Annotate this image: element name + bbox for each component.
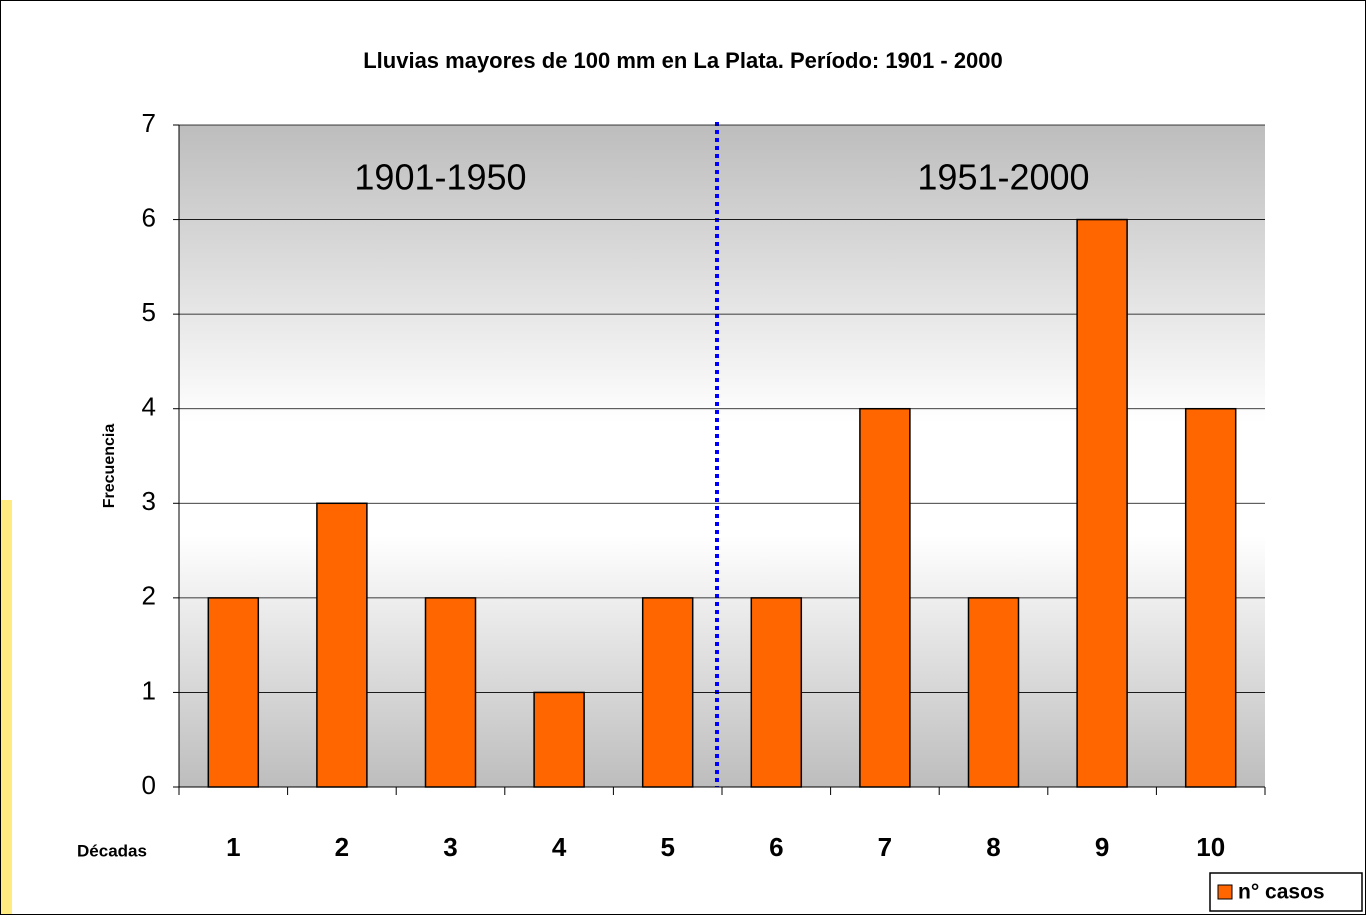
side-strip [1, 500, 12, 914]
bar [316, 502, 368, 788]
x-tick-label: 8 [986, 832, 1000, 862]
legend-box [1209, 872, 1363, 912]
y-tick-label: 1 [142, 675, 156, 705]
x-tick-label: 3 [443, 832, 457, 862]
x-axis-label: Décadas [77, 841, 147, 860]
bar [1076, 218, 1128, 788]
period-label: 1901-1950 [354, 157, 526, 198]
x-tick-label: 1 [226, 832, 240, 862]
period-label: 1951-2000 [917, 157, 1089, 198]
x-tick-label: 9 [1095, 832, 1109, 862]
bar [207, 597, 260, 788]
y-axis-label: Frecuencia [101, 424, 118, 509]
y-tick-label: 6 [142, 202, 156, 232]
bar [1184, 407, 1237, 788]
chart-title: Lluvias mayores de 100 mm en La Plata. P… [363, 48, 1003, 73]
x-tick-label: 10 [1196, 832, 1225, 862]
bar [641, 597, 694, 788]
bar [533, 691, 585, 788]
legend-label: n° casos [1238, 881, 1325, 904]
bar [750, 597, 803, 788]
bar [967, 597, 1020, 788]
y-tick-label: 2 [142, 581, 156, 611]
x-tick-label: 2 [335, 832, 349, 862]
bar [859, 407, 911, 788]
y-tick-label: 4 [142, 392, 156, 422]
y-tick-label: 3 [142, 486, 156, 516]
y-tick-label: 0 [142, 770, 156, 800]
bar [424, 597, 477, 788]
x-tick-label: 6 [769, 832, 783, 862]
x-tick-label: 4 [552, 832, 567, 862]
legend-swatch [1217, 884, 1233, 900]
x-tick-label: 5 [660, 832, 674, 862]
x-tick-label: 7 [878, 832, 892, 862]
y-tick-label: 7 [142, 108, 156, 138]
y-tick-label: 5 [142, 297, 156, 327]
